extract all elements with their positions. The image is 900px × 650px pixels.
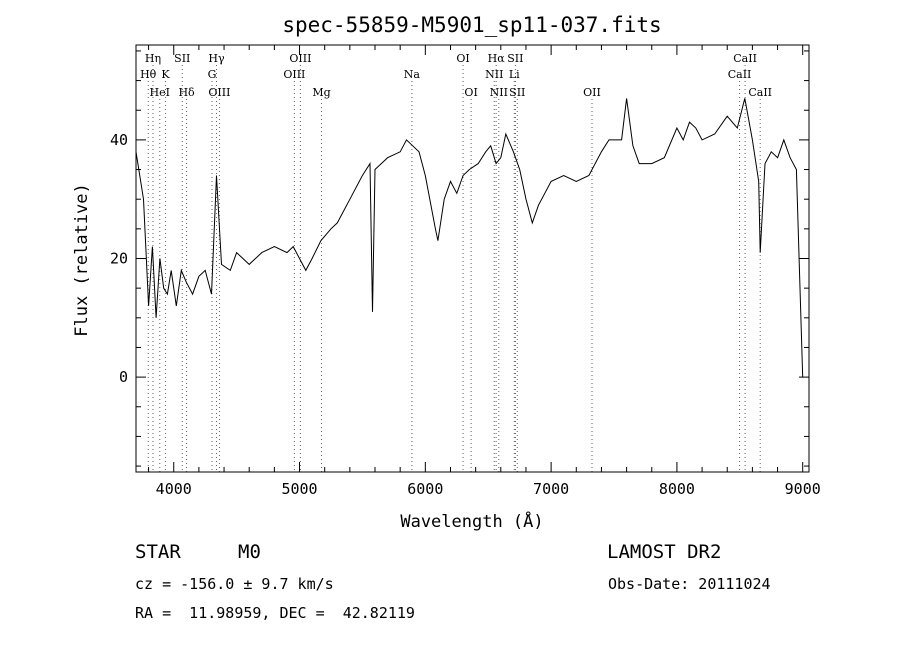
line-marker-label-12: Na [404, 68, 421, 81]
x-tick-label-0: 4000 [156, 480, 192, 498]
plot-frame [135, 44, 810, 473]
line-marker-label-9: OIII [289, 52, 311, 65]
line-marker-label-18: Li [509, 68, 520, 81]
line-marker-label-14: OI [464, 86, 477, 99]
y-axis-label: Flux (relative) [72, 183, 92, 337]
x-axis-label: Wavelength (Å) [400, 510, 543, 532]
x-tick-label-3: 7000 [533, 480, 569, 498]
line-marker-label-3: HeI [150, 86, 170, 99]
line-marker-label-11: Mg [312, 86, 330, 99]
y-tick-label-1: 20 [110, 250, 128, 268]
y-tick-label-0: 0 [119, 368, 128, 386]
subclass-label: M0 [238, 541, 261, 563]
object-class-label: STAR [135, 541, 181, 563]
line-marker-label-19: NII [490, 86, 508, 99]
line-marker-label-21: OII [583, 86, 601, 99]
line-marker-label-15: Hα [488, 52, 506, 65]
line-marker-label-10: OIII [283, 68, 305, 81]
line-marker-label-23: CaII [728, 68, 752, 81]
line-marker-label-16: SII [507, 52, 523, 65]
survey-label: LAMOST DR2 [607, 541, 722, 563]
x-tick-label-1: 5000 [281, 480, 317, 498]
x-tick-label-4: 8000 [659, 480, 695, 498]
line-marker-label-24: CaII [748, 86, 772, 99]
line-marker-label-20: SII [509, 86, 525, 99]
line-marker-label-2: K [161, 68, 170, 81]
sky-coordinates: RA = 11.98959, DEC = 42.82119 [135, 604, 415, 622]
x-tick-label-5: 9000 [785, 480, 821, 498]
line-marker-label-1: Hθ [140, 68, 157, 81]
x-tick-label-2: 6000 [407, 480, 443, 498]
y-tick-label-2: 40 [110, 131, 128, 149]
line-marker-label-6: Hγ [208, 52, 225, 65]
line-marker-label-4: SII [174, 52, 190, 65]
observation-date: Obs-Date: 20111024 [608, 575, 771, 593]
line-marker-label-13: OI [456, 52, 469, 65]
line-marker-label-22: CaII [733, 52, 757, 65]
spectrum-line [135, 98, 804, 378]
line-marker-label-0: Hη [145, 52, 161, 65]
chart-title: spec-55859-M5901_sp11-037.fits [282, 13, 661, 37]
line-marker-label-17: NII [485, 68, 503, 81]
redshift-velocity: cz = -156.0 ± 9.7 km/s [135, 575, 334, 593]
line-marker-label-7: G [208, 68, 217, 81]
line-marker-label-8: OIII [208, 86, 230, 99]
line-marker-label-5: Hδ [178, 86, 195, 99]
